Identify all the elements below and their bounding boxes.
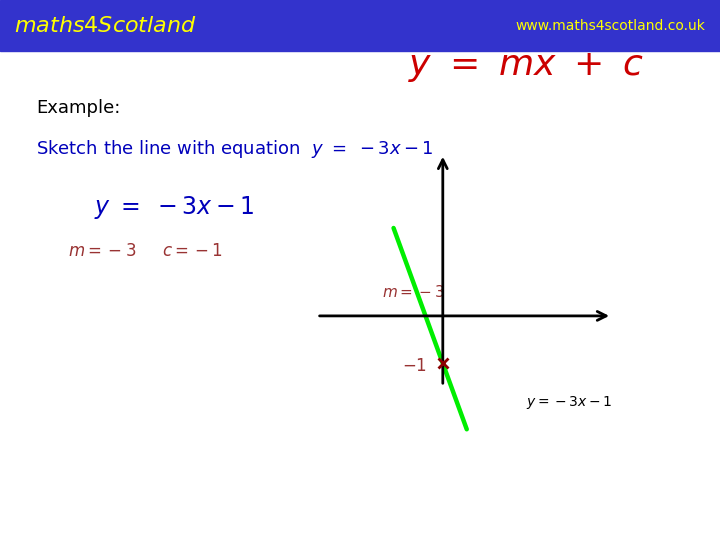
Text: $\mathit{maths4Scotland}$: $\mathit{maths4Scotland}$: [14, 15, 197, 37]
Text: $y=-3x-1$: $y=-3x-1$: [526, 394, 612, 411]
Text: $-1$: $-1$: [402, 357, 427, 375]
Text: $m=-3$: $m=-3$: [68, 242, 137, 260]
Text: Example:: Example:: [36, 99, 120, 117]
Text: $y\ =\ mx\ +\ c$: $y\ =\ mx\ +\ c$: [408, 51, 644, 84]
Text: $c=-1$: $c=-1$: [162, 242, 223, 260]
Text: $m=-3$: $m=-3$: [382, 284, 444, 300]
Text: www.maths4scotland.co.uk: www.maths4scotland.co.uk: [516, 19, 706, 32]
Text: $y\ =\ -3x-1$: $y\ =\ -3x-1$: [94, 194, 254, 221]
Text: Sketch the line with equation  $y\ =\ -3x-1$: Sketch the line with equation $y\ =\ -3x…: [36, 138, 433, 159]
Bar: [0, 0, 720, 51]
